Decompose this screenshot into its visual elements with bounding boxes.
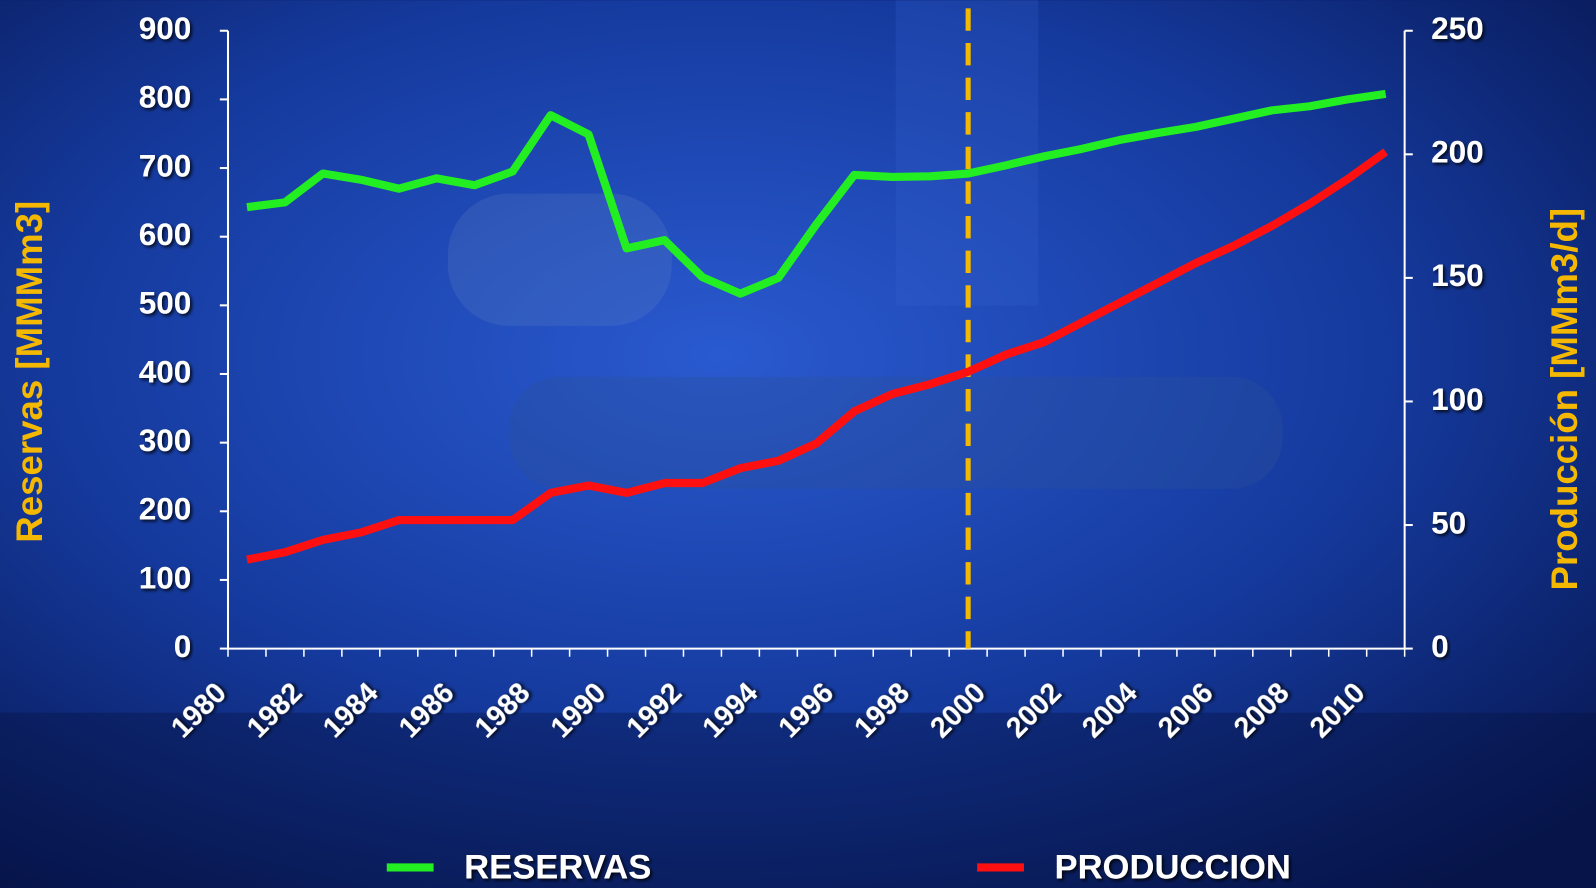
y-tick-label: 800 [139, 79, 192, 115]
bg-tank [447, 193, 672, 326]
y-tick-label: 200 [139, 491, 192, 527]
y-tick-label: 700 [139, 147, 192, 183]
y-tick-label: 100 [139, 559, 192, 595]
legend-label: RESERVAS [464, 849, 651, 887]
y-tick-label: 400 [139, 353, 192, 389]
y-tick-label: 500 [139, 285, 192, 321]
y-tick-label: 600 [139, 216, 192, 252]
y-tick-label: 300 [139, 422, 192, 458]
y-axis-title: Reservas [MMMm3] [9, 201, 50, 543]
series-line [246, 89, 1387, 298]
y-tick-label: 900 [139, 10, 192, 46]
y2-tick-label: 50 [1431, 504, 1466, 540]
series-line [246, 148, 1389, 564]
legend-label: PRODUCCION [1055, 849, 1291, 887]
bg-ground [0, 712, 1596, 888]
y2-tick-label: 0 [1431, 628, 1449, 664]
y-tick-label: 0 [174, 628, 192, 664]
y2-tick-label: 250 [1431, 10, 1484, 46]
bg-tanker [508, 376, 1283, 489]
y2-tick-label: 100 [1431, 381, 1484, 417]
y2-axis-title: Producción [MMm3/d] [1544, 208, 1585, 591]
y2-tick-label: 150 [1431, 257, 1484, 293]
y2-tick-label: 200 [1431, 134, 1484, 170]
